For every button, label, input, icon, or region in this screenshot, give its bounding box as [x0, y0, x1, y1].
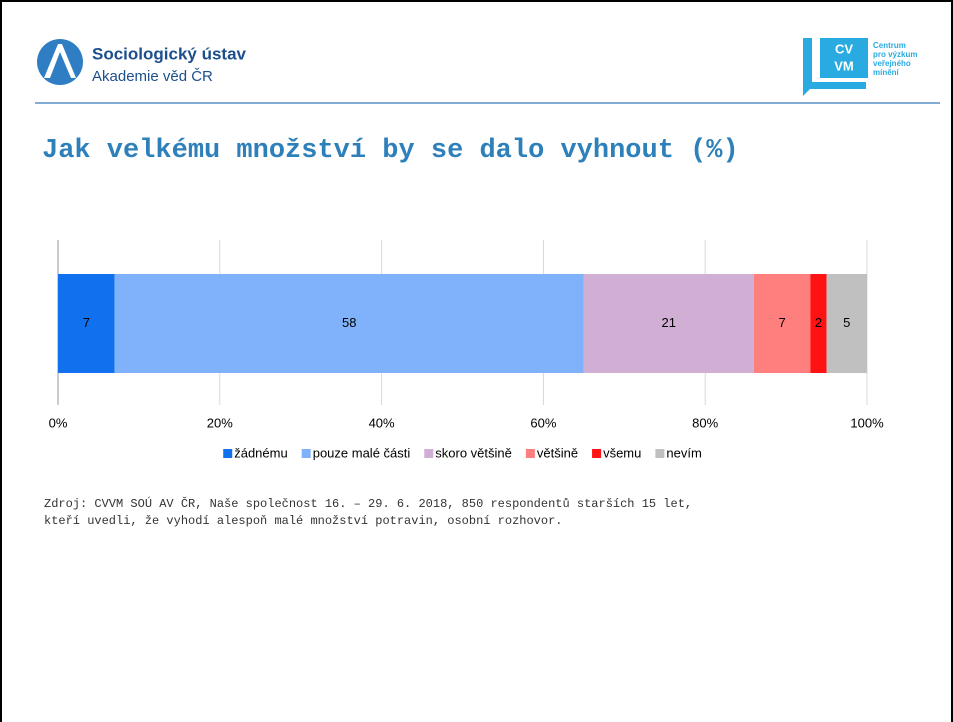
- academy-name: Akademie věd ČR: [92, 68, 213, 85]
- institute-name: Sociologický ústav: [92, 44, 247, 63]
- bar-segment: [810, 274, 827, 373]
- legend-label: žádnému: [234, 445, 287, 460]
- bar-segment: [583, 274, 754, 373]
- data-label: 2: [815, 315, 822, 330]
- data-label: 58: [342, 315, 356, 330]
- source-note: kteří uvedli, že vyhodí alespoň malé mno…: [44, 514, 562, 528]
- data-label: 5: [843, 315, 850, 330]
- logo-letters: CV: [835, 41, 853, 56]
- data-label: 21: [662, 315, 676, 330]
- legend-swatch: [525, 449, 535, 458]
- legend-swatch: [592, 449, 602, 458]
- legend-swatch: [655, 449, 665, 458]
- data-label: 7: [778, 315, 785, 330]
- data-label: 7: [83, 315, 90, 330]
- legend-label: nevím: [666, 445, 701, 460]
- center-logo-frame: [803, 38, 866, 96]
- legend-label: většině: [537, 445, 578, 460]
- legend-swatch: [223, 449, 233, 458]
- bar-segment: [58, 274, 115, 373]
- chart-title: Jak velkému množství by se dalo vyhnout …: [42, 136, 739, 166]
- legend-swatch: [301, 449, 311, 458]
- bar-segment: [114, 274, 584, 373]
- center-name: veřejného: [873, 59, 911, 68]
- legend-label: všemu: [603, 445, 641, 460]
- bar-segment: [753, 274, 811, 373]
- bar-segment: [826, 274, 867, 373]
- x-tick-label: 60%: [530, 415, 556, 430]
- x-tick-label: 80%: [692, 415, 718, 430]
- center-name: Centrum: [873, 41, 906, 50]
- center-name: mínění: [873, 68, 900, 77]
- legend-swatch: [424, 449, 434, 458]
- x-tick-label: 40%: [369, 415, 395, 430]
- x-tick-label: 0%: [49, 415, 68, 430]
- logo-letters: VM: [834, 58, 854, 73]
- source-note: Zdroj: CVVM SOÚ AV ČR, Naše společnost 1…: [44, 496, 692, 511]
- x-tick-label: 100%: [850, 415, 884, 430]
- legend-label: pouze malé části: [313, 445, 411, 460]
- legend-label: skoro většině: [435, 445, 512, 460]
- center-logo: [820, 38, 868, 78]
- logo-glyph: [44, 44, 76, 78]
- x-tick-label: 20%: [207, 415, 233, 430]
- center-name: pro výzkum: [873, 50, 917, 59]
- legend: žádnému pouze malé části skoro většině větš…: [223, 445, 702, 460]
